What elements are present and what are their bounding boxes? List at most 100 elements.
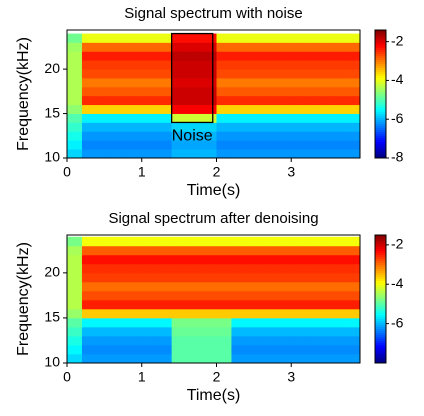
colorbar-segment bbox=[375, 118, 386, 121]
heatmap-cell bbox=[246, 33, 262, 43]
heatmap-cell bbox=[246, 51, 262, 61]
colorbar-segment bbox=[375, 293, 386, 296]
heatmap-cell bbox=[336, 33, 352, 43]
colorbar-segment bbox=[375, 64, 386, 67]
heatmap-cell bbox=[111, 308, 128, 319]
heatmap-cell bbox=[291, 290, 307, 301]
heatmap-cell bbox=[336, 51, 352, 61]
heatmap-cell bbox=[156, 95, 173, 106]
heatmap-cell bbox=[291, 140, 307, 150]
heatmap-cell bbox=[141, 353, 158, 363]
colorbar-segment bbox=[375, 106, 386, 109]
heatmap-cell bbox=[96, 42, 113, 52]
heatmap-cell bbox=[261, 60, 277, 70]
heatmap-cell bbox=[276, 149, 292, 158]
heatmap-cell bbox=[96, 33, 113, 43]
heatmap-cell bbox=[111, 317, 128, 328]
heatmap-cell bbox=[261, 104, 277, 114]
colorbar-segment bbox=[375, 305, 386, 308]
heatmap-cell bbox=[216, 326, 232, 337]
heatmap-cell bbox=[186, 113, 202, 123]
heatmap-cell bbox=[171, 281, 187, 292]
heatmap-cell bbox=[216, 317, 232, 328]
heatmap-cell bbox=[67, 33, 83, 43]
heatmap-cell bbox=[321, 290, 337, 301]
heatmap-cell bbox=[186, 290, 202, 301]
heatmap-cell bbox=[231, 326, 247, 337]
heatmap-cell bbox=[231, 122, 247, 132]
heatmap bbox=[67, 33, 360, 158]
heatmap-cell bbox=[81, 344, 98, 355]
heatmap-cell bbox=[351, 299, 360, 310]
heatmap-cell bbox=[291, 317, 307, 328]
heatmap-cell bbox=[81, 308, 98, 319]
heatmap-cell bbox=[67, 317, 83, 328]
heatmap-cell bbox=[261, 281, 277, 292]
colorbar-segment bbox=[375, 54, 386, 57]
colorbar-segment bbox=[375, 279, 386, 282]
heatmap-cell bbox=[231, 33, 247, 43]
colorbar-tick-label: -4 bbox=[391, 275, 404, 291]
heatmap-cell bbox=[81, 254, 98, 265]
heatmap-cell bbox=[81, 78, 98, 88]
heatmap-cell bbox=[291, 335, 307, 346]
annotation-box bbox=[170, 32, 214, 124]
heatmap-cell bbox=[141, 78, 158, 88]
heatmap-cell bbox=[216, 335, 232, 346]
heatmap-cell bbox=[171, 353, 187, 363]
heatmap-cell bbox=[171, 326, 187, 337]
heatmap-cell bbox=[81, 122, 98, 132]
heatmap-cell bbox=[67, 122, 83, 132]
heatmap-cell bbox=[336, 149, 352, 158]
heatmap-cell bbox=[141, 51, 158, 61]
heatmap-cell bbox=[291, 326, 307, 337]
heatmap-cell bbox=[67, 326, 83, 337]
heatmap-cell bbox=[96, 69, 113, 79]
chart-title: Signal spectrum after denoising bbox=[108, 210, 318, 227]
colorbar-segment bbox=[375, 132, 386, 135]
colorbar-segment bbox=[375, 142, 386, 145]
heatmap-cell bbox=[246, 236, 262, 247]
heatmap-cell bbox=[81, 42, 98, 52]
heatmap-cell bbox=[306, 122, 322, 132]
x-tick-label: 0 bbox=[63, 369, 71, 385]
heatmap-cell bbox=[186, 33, 202, 43]
heatmap-cell bbox=[261, 140, 277, 150]
x-tick-label: 3 bbox=[287, 164, 295, 180]
heatmap-cell bbox=[246, 42, 262, 52]
heatmap-cell bbox=[216, 272, 232, 283]
heatmap-cell bbox=[246, 308, 262, 319]
heatmap-cell bbox=[306, 236, 322, 247]
heatmap-cell bbox=[126, 140, 143, 150]
colorbar-segment bbox=[375, 289, 386, 292]
heatmap-cell bbox=[321, 317, 337, 328]
colorbar-segment bbox=[375, 353, 386, 356]
heatmap-cell bbox=[261, 308, 277, 319]
heatmap-cell bbox=[276, 69, 292, 79]
colorbar-segment bbox=[375, 315, 386, 318]
heatmap-cell bbox=[171, 236, 187, 247]
heatmap-cell bbox=[261, 86, 277, 97]
x-tick-label: 1 bbox=[138, 369, 146, 385]
heatmap-cell bbox=[246, 344, 262, 355]
heatmap-cell bbox=[321, 272, 337, 283]
heatmap-cell bbox=[336, 122, 352, 132]
heatmap-cell bbox=[336, 344, 352, 355]
heatmap-cell bbox=[201, 86, 217, 97]
colorbar-segment bbox=[375, 108, 386, 111]
heatmap-cell bbox=[336, 263, 352, 274]
heatmap-cell bbox=[276, 113, 292, 123]
heatmap-cell bbox=[276, 245, 292, 256]
heatmap-cell bbox=[216, 140, 232, 150]
colorbar-segment bbox=[375, 277, 386, 280]
colorbar-segment bbox=[375, 146, 386, 149]
heatmap-cell bbox=[141, 33, 158, 43]
heatmap-cell bbox=[186, 95, 202, 106]
heatmap-cell bbox=[201, 60, 217, 70]
colorbar-segment bbox=[375, 253, 386, 256]
heatmap-cell bbox=[276, 254, 292, 265]
heatmap-cell bbox=[291, 78, 307, 88]
heatmap-cell bbox=[96, 86, 113, 97]
heatmap-cell bbox=[261, 42, 277, 52]
heatmap-cell bbox=[111, 299, 128, 310]
